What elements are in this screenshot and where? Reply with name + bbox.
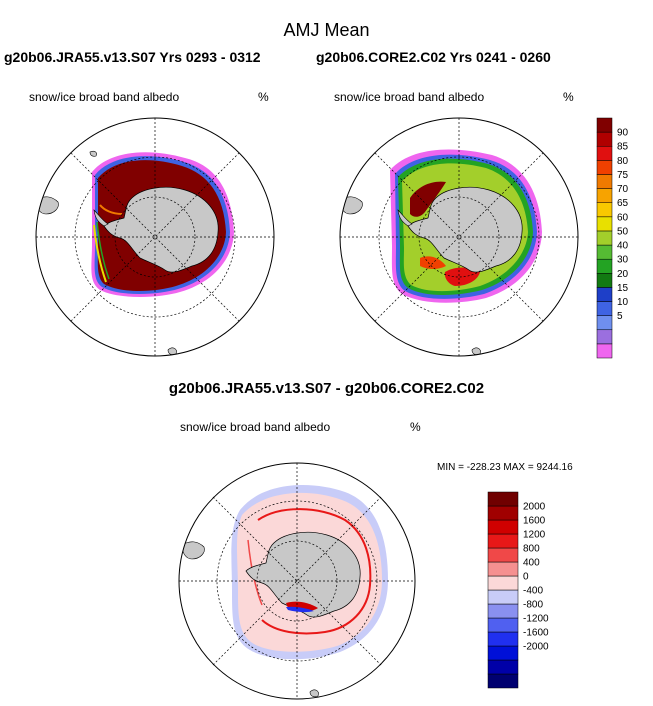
left-variable-label: snow/ice broad band albedo [29,90,180,104]
right-peninsula [397,209,413,227]
diff-colorbar-tick-label: 800 [523,544,540,555]
left-case-title: g20b06.JRA55.v13.S07 Yrs 0293 - 0312 [4,49,261,65]
albedo-colorbar-swatch [596,301,613,316]
right-map [339,117,579,357]
albedo-colorbar-swatch [596,273,613,288]
albedo-colorbar-swatch [596,258,613,274]
diff-colorbar-swatch [487,519,519,535]
diff-colorbar-swatch [487,589,519,605]
diff-red-ring [257,508,372,635]
diff-colorbar-swatch [487,561,519,577]
diff-colorbar-swatch [487,575,519,591]
albedo-colorbar-tick-label: 75 [617,170,629,181]
albedo-colorbar-swatch [596,216,613,232]
diff-colorbar-tick-label: 2000 [523,502,546,513]
diff-colorbar-swatch [487,673,519,689]
diff-colorbar-swatch [487,547,519,563]
albedo-colorbar-tick-label: 40 [617,241,629,252]
albedo-colorbar-swatch [596,160,613,175]
albedo-colorbar-tick-label: 65 [617,198,629,209]
albedo-colorbar-tick-label: 5 [617,311,623,322]
right-variable-label: snow/ice broad band albedo [334,90,485,104]
diff-colorbar-swatch [487,603,519,619]
diff-map [178,462,416,700]
left-antarctica [103,186,219,273]
diff-colorbar-swatch [487,533,519,549]
diff-colorbar-tick-label: 1600 [523,516,546,527]
diff-colorbar-tick-label: 1200 [523,530,546,541]
right-antarctica [407,186,523,273]
right-ross-pack [444,267,480,286]
diff-colorbar-tick-label: 400 [523,558,540,569]
diff-colorbar-tick-label: -400 [523,586,543,597]
left-graticule [36,118,274,356]
diff-colorbar-tick-label: 0 [523,572,529,583]
left-new-zealand [167,347,177,356]
albedo-colorbar-tick-label: 80 [617,156,629,167]
figure-title: AMJ Mean [283,20,370,40]
left-africa-tip [89,150,97,157]
left-ice-mid-band [99,204,123,215]
left-peninsula [93,209,109,227]
diff-new-zealand [309,689,319,698]
right-units-label: % [563,90,574,104]
left-ice-green-edge [96,221,110,280]
left-units-label: % [258,90,269,104]
albedo-colorbar-tick-label: 20 [617,269,629,280]
diff-colorbar: 2000 1600 1200 800 400 0 -400 -800 -1200 -1600 -20… [487,491,549,689]
albedo-colorbar-tick-label: 50 [617,226,629,237]
right-ross-red [420,256,446,269]
albedo-colorbar-swatch [596,188,613,203]
albedo-colorbar-swatch [596,117,613,133]
left-ice-yellow-edge [93,224,107,283]
diff-colorbar-swatch [487,659,519,675]
left-map [35,117,275,357]
diff-colorbar-swatch [487,631,519,647]
right-graticule [340,118,578,356]
albedo-colorbar-tick-label: 30 [617,255,629,266]
albedo-colorbar-swatch [596,230,613,246]
diff-title: g20b06.JRA55.v13.S07 - g20b06.CORE2.C02 [168,380,485,397]
albedo-colorbar-swatch [596,131,613,147]
diff-south-america [181,541,205,560]
right-new-zealand [471,347,481,356]
diff-colorbar-swatch [487,505,519,521]
diff-colorbar-tick-label: -1600 [523,628,549,639]
right-case-title: g20b06.CORE2.C02 Yrs 0241 - 0260 [316,49,551,65]
albedo-colorbar-tick-label: 90 [617,128,629,139]
diff-units-label: % [410,420,421,434]
albedo-colorbar-swatch [596,174,613,189]
albedo-colorbar-tick-label: 70 [617,184,629,195]
albedo-colorbar-swatch [596,244,613,260]
diff-graticule [179,463,415,699]
diff-colorbar-tick-label: -2000 [523,642,549,653]
albedo-colorbar-swatch [596,287,613,302]
albedo-colorbar-swatch [596,145,613,161]
albedo-colorbar-swatch [596,315,613,331]
diff-colorbar-swatch [487,491,519,507]
albedo-colorbar-swatch [596,202,613,218]
albedo-colorbar-swatch [596,343,613,359]
diff-colorbar-swatch [487,645,519,661]
right-weddell-pack [410,181,446,217]
diff-min-max: MIN = -228.23 MAX = 9244.16 [437,462,573,473]
albedo-colorbar-tick-label: 15 [617,283,629,294]
albedo-colorbar-tick-label: 85 [617,142,629,153]
albedo-colorbar-swatch [596,329,613,345]
diff-colorbar-swatch [487,617,519,633]
diff-colorbar-tick-label: -800 [523,600,543,611]
diff-variable-label: snow/ice broad band albedo [180,420,331,434]
diff-colorbar-tick-label: -1200 [523,614,549,625]
albedo-colorbar-tick-label: 60 [617,212,629,223]
albedo-colorbar-tick-label: 10 [617,297,629,308]
diff-ross-blue [286,606,314,613]
albedo-colorbar: 90 85 80 75 70 65 60 50 40 30 20 15 10 5 [596,117,629,359]
